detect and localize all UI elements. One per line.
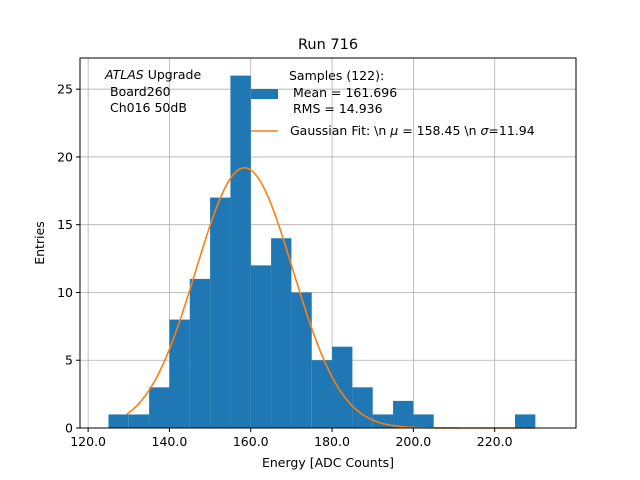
histogram-bar bbox=[332, 346, 353, 428]
y-tick-label: 5 bbox=[65, 353, 73, 368]
legend-fit-sigma: σ bbox=[480, 123, 489, 138]
legend-hist-line1: Samples (122): bbox=[289, 68, 384, 83]
histogram-bar bbox=[210, 197, 231, 428]
svg-text:Gaussian Fit: \n μ = 158.45 \n: Gaussian Fit: \n μ = 158.45 \n σ=11.94 bbox=[290, 123, 535, 138]
histogram-bar bbox=[515, 414, 536, 428]
y-tick-label: 15 bbox=[57, 217, 73, 232]
histogram-bar bbox=[352, 387, 373, 428]
histogram-bar bbox=[149, 387, 170, 428]
svg-text:ATLAS Upgrade: ATLAS Upgrade bbox=[104, 67, 201, 82]
histogram-bar bbox=[311, 360, 333, 428]
legend: Samples (122): Mean = 161.696 RMS = 14.9… bbox=[251, 68, 535, 138]
legend-hist-swatch bbox=[251, 89, 278, 99]
x-tick-label: 140.0 bbox=[152, 434, 188, 449]
y-axis-label: Entries bbox=[32, 221, 47, 265]
histogram-bar bbox=[291, 292, 312, 428]
x-axis-label: Energy [ADC Counts] bbox=[262, 455, 394, 470]
histogram-bar bbox=[169, 319, 190, 428]
annotation-channel: Ch016 50dB bbox=[110, 100, 187, 115]
annotation-board: Board260 bbox=[110, 84, 171, 99]
legend-hist-line2: Mean = 161.696 bbox=[293, 85, 397, 100]
legend-fit-prefix: Gaussian Fit: \n bbox=[290, 123, 390, 138]
legend-fit-suffix: =11.94 bbox=[488, 123, 534, 138]
x-tick-label: 180.0 bbox=[314, 434, 350, 449]
annotation-upgrade-word: Upgrade bbox=[144, 67, 202, 82]
grid-lines bbox=[80, 58, 576, 429]
histogram-bar bbox=[250, 265, 272, 428]
histogram-bar bbox=[413, 414, 434, 428]
chart-title: Run 716 bbox=[298, 37, 358, 53]
legend-fit-mid: = 158.45 \n bbox=[398, 123, 480, 138]
x-tick-label: 160.0 bbox=[233, 434, 269, 449]
y-tick-label: 25 bbox=[57, 82, 73, 97]
x-tick-label: 220.0 bbox=[477, 434, 513, 449]
histogram-bars bbox=[108, 75, 536, 428]
histogram-bar bbox=[108, 414, 129, 428]
histogram-bar bbox=[393, 400, 414, 428]
histogram-bar bbox=[189, 278, 211, 428]
legend-fit-mu: μ bbox=[389, 123, 398, 138]
histogram-bar bbox=[271, 238, 292, 428]
plot-frame bbox=[79, 57, 577, 429]
atlas-annotation: ATLAS Upgrade Board260 Ch016 50dB bbox=[104, 67, 201, 115]
x-tick-label: 200.0 bbox=[395, 434, 431, 449]
x-axis-ticks: 120.0 140.0 160.0 180.0 200.0 220.0 bbox=[70, 428, 513, 449]
histogram-bar bbox=[230, 75, 251, 428]
y-axis-ticks: 0 5 10 15 20 25 bbox=[57, 82, 80, 436]
y-tick-label: 20 bbox=[57, 149, 73, 164]
annotation-atlas-word: ATLAS bbox=[104, 67, 144, 82]
x-tick-label: 120.0 bbox=[70, 434, 106, 449]
legend-hist-line3: RMS = 14.936 bbox=[293, 101, 383, 116]
histogram-bar bbox=[128, 414, 150, 428]
y-tick-label: 0 bbox=[65, 421, 73, 436]
y-tick-label: 10 bbox=[57, 285, 73, 300]
